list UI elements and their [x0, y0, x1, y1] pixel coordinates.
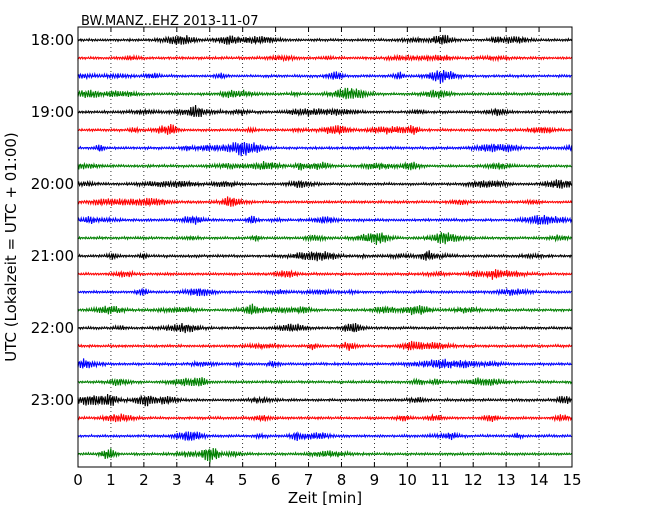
- trace-1900: [77, 105, 573, 118]
- x-tick-label: 11: [431, 471, 450, 489]
- x-tick-labels: 0 1 2 3 4 5 6 7 8 9 10 11 12 13 14 15: [73, 471, 581, 489]
- trace-2130: [77, 287, 572, 297]
- traces: [77, 34, 573, 463]
- x-tick-label: 7: [304, 471, 314, 489]
- x-tick-label: 6: [271, 471, 281, 489]
- trace-2145: [77, 303, 573, 316]
- trace-2015: [77, 196, 573, 208]
- trace-2330: [77, 431, 572, 442]
- x-tick-label: 15: [562, 471, 581, 489]
- trace-2200: [77, 322, 573, 334]
- y-tick-label: 23:00: [31, 391, 74, 409]
- x-tick-label: 12: [464, 471, 483, 489]
- trace-2100: [77, 250, 572, 262]
- trace-1830: [77, 69, 572, 84]
- trace-1930: [77, 141, 573, 157]
- trace-2045: [77, 232, 573, 245]
- trace-2300: [77, 393, 572, 407]
- trace-1815: [77, 53, 573, 63]
- x-tick-label: 9: [370, 471, 380, 489]
- x-tick-label: 8: [337, 471, 347, 489]
- y-tick-labels: 18:00 19:00 20:00 21:00 22:00 23:00: [31, 31, 74, 409]
- trace-1945: [77, 161, 572, 171]
- y-tick-label: 22:00: [31, 319, 74, 337]
- x-tick-label: 5: [238, 471, 248, 489]
- x-tick-label: 1: [106, 471, 116, 489]
- x-tick-label: 13: [497, 471, 516, 489]
- x-tick-label: 2: [139, 471, 149, 489]
- x-tick-label: 4: [205, 471, 215, 489]
- y-tick-label: 21:00: [31, 247, 74, 265]
- trace-2345: [77, 447, 573, 463]
- trace-2215: [77, 340, 573, 351]
- trace-2115: [77, 269, 573, 280]
- trace-2230: [77, 358, 572, 370]
- vertical-grid: [110, 27, 540, 467]
- plot-frame: [77, 26, 573, 468]
- y-tick-label: 19:00: [31, 103, 74, 121]
- x-tick-label: 0: [73, 471, 83, 489]
- chart-title: BW.MANZ..EHZ 2013-11-07: [81, 14, 259, 29]
- trace-2245: [77, 377, 573, 387]
- x-tick-label: 14: [530, 471, 549, 489]
- x-tick-label: 3: [172, 471, 182, 489]
- trace-1915: [77, 123, 573, 136]
- y-tick-label: 20:00: [31, 175, 74, 193]
- trace-1845: [77, 87, 572, 100]
- axis-ticks: [77, 27, 573, 467]
- x-axis-label: Zeit [min]: [288, 489, 362, 507]
- trace-2030: [77, 214, 573, 225]
- trace-2315: [77, 413, 573, 423]
- trace-2000: [77, 179, 573, 189]
- x-tick-label: 10: [398, 471, 417, 489]
- y-axis-label: UTC (Lokalzeit = UTC + 01:00): [2, 132, 20, 362]
- y-tick-label: 18:00: [31, 31, 74, 49]
- trace-1800: [77, 34, 573, 46]
